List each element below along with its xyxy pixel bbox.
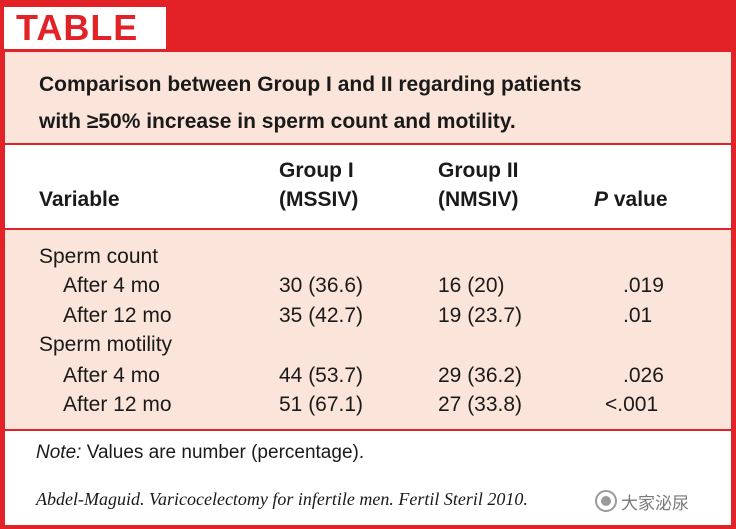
table-header-row: Variable Group I (MSSIV) Group II (NMSIV… — [5, 145, 731, 230]
header-p-value: P value — [594, 188, 668, 211]
cell-group-2: 29 (36.2) — [438, 364, 523, 387]
row-label: After 12 mo — [63, 304, 172, 327]
row-label: Sperm count — [39, 245, 159, 268]
header-group-1: Group I (MSSIV) — [279, 159, 359, 211]
table-header-bar: TABLE 3 — [0, 0, 736, 90]
table-body: Sperm count After 4 mo 30 (36.6) 16 (20)… — [5, 230, 731, 431]
cell-p-value: <.001 — [605, 393, 659, 416]
caption-line-2: with ≥50% increase in sperm count and mo… — [39, 110, 516, 133]
cell-p-value: .01 — [623, 304, 653, 327]
row-label: After 4 mo — [63, 274, 160, 297]
row-label: Sperm motility — [39, 333, 173, 356]
table-number: TABLE 3 — [4, 7, 166, 90]
cell-p-value: .019 — [623, 274, 664, 297]
cell-group-1: 30 (36.6) — [279, 274, 364, 297]
caption-line-1: Comparison between Group I and II regard… — [39, 73, 582, 96]
cell-group-1: 44 (53.7) — [279, 364, 364, 387]
watermark-text: 大家泌尿 — [621, 493, 689, 514]
cell-group-2: 27 (33.8) — [438, 393, 523, 416]
row-label: After 12 mo — [63, 393, 172, 416]
table-caption: Comparison between Group I and II regard… — [5, 52, 731, 145]
table-note: Note: Values are number (percentage). — [36, 442, 365, 463]
watermark: 大家泌尿 — [595, 487, 689, 515]
cell-p-value: .026 — [623, 364, 664, 387]
wechat-icon — [595, 490, 617, 512]
table-border — [0, 52, 736, 529]
table-source: Abdel-Maguid. Varicocelectomy for infert… — [36, 489, 528, 509]
cell-group-2: 16 (20) — [438, 274, 505, 297]
row-label: After 4 mo — [63, 364, 160, 387]
header-variable: Variable — [39, 188, 120, 211]
header-group-2: Group II (NMSIV) — [438, 159, 519, 211]
cell-group-1: 51 (67.1) — [279, 393, 364, 416]
cell-group-2: 19 (23.7) — [438, 304, 523, 327]
cell-group-1: 35 (42.7) — [279, 304, 364, 327]
table-footer: Note: Values are number (percentage). Ab… — [5, 431, 731, 525]
